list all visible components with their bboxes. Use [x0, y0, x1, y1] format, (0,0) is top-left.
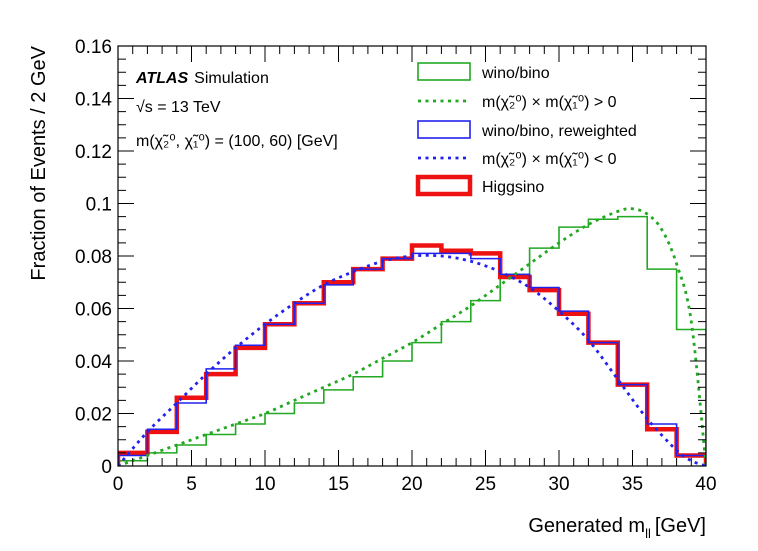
x-axis-title-subscript: ll	[645, 526, 651, 541]
annotations: ATLAS Simulation √s = 13 TeV m(χ̃₂⁰, χ̃₁⁰) …	[135, 70, 338, 150]
legend-swatch-0	[417, 62, 471, 81]
legend-label-4: Higgsino	[482, 179, 544, 196]
legend-label-3: m(χ̃₂⁰) × m(χ̃₁⁰) < 0	[482, 151, 617, 168]
x-tick-label: 40	[695, 474, 716, 495]
series-2-histogram	[118, 252, 706, 466]
legend-swatch-2	[417, 120, 471, 139]
series-2-outline	[118, 252, 706, 466]
mass-label: m(χ̃₂⁰, χ̃₁⁰) = (100, 60) [GeV]	[136, 133, 338, 150]
x-tick-label: 10	[254, 474, 275, 495]
x-axis-title-unit: [GeV]	[655, 515, 706, 537]
y-tick-label: 0.12	[75, 142, 112, 163]
legend-label-1: m(χ̃₂⁰) × m(χ̃₁⁰) > 0	[482, 94, 617, 111]
series-0-histogram	[118, 215, 706, 466]
x-tick-label: 20	[401, 474, 422, 495]
plot-area	[118, 207, 706, 466]
y-tick-label: 0.14	[75, 90, 112, 111]
x-tick-label: 0	[113, 474, 124, 495]
legend-label-0: wino/bino	[481, 65, 550, 82]
y-tick-label: 0.1	[86, 195, 112, 216]
series-3-curve	[118, 253, 706, 466]
y-axis-title: Fraction of Events / 2 GeV	[28, 45, 50, 280]
x-axis-title: Generated mll [GeV]	[528, 515, 706, 541]
simulation-label: Simulation	[194, 70, 269, 87]
legend-label-2: wino/bino, reweighted	[481, 123, 637, 140]
x-tick-label: 15	[328, 474, 349, 495]
x-tick-label: 30	[548, 474, 569, 495]
x-tick-label: 25	[475, 474, 496, 495]
x-axis-title-main: Generated m	[528, 515, 645, 537]
series-0-outline	[118, 215, 706, 466]
data-layer	[118, 207, 706, 466]
axes-layer: 0 5 10 15 20 25 30 35 40 0 0.02 0.04 0.06 0.08 0.1 0.12…	[28, 37, 717, 541]
y-tick-label: 0.02	[75, 405, 112, 426]
experiment-name: ATLAS	[135, 70, 188, 87]
energy-label: √s = 13 TeV	[136, 99, 221, 116]
y-tick-label: 0.06	[75, 300, 112, 321]
y-tick-label: 0.08	[75, 247, 112, 268]
y-tick-label: 0.04	[75, 352, 112, 373]
x-tick-label: 35	[622, 474, 643, 495]
x-tick-label: 5	[186, 474, 197, 495]
y-tick-label: 0	[101, 457, 112, 478]
legend: wino/bino m(χ̃₂⁰) × m(χ̃₁⁰) > 0 wino/bino,…	[415, 62, 637, 197]
y-tick-label: 0.16	[75, 37, 112, 58]
legend-swatch-4	[415, 174, 473, 197]
atlas-label: ATLAS Simulation	[135, 70, 269, 87]
